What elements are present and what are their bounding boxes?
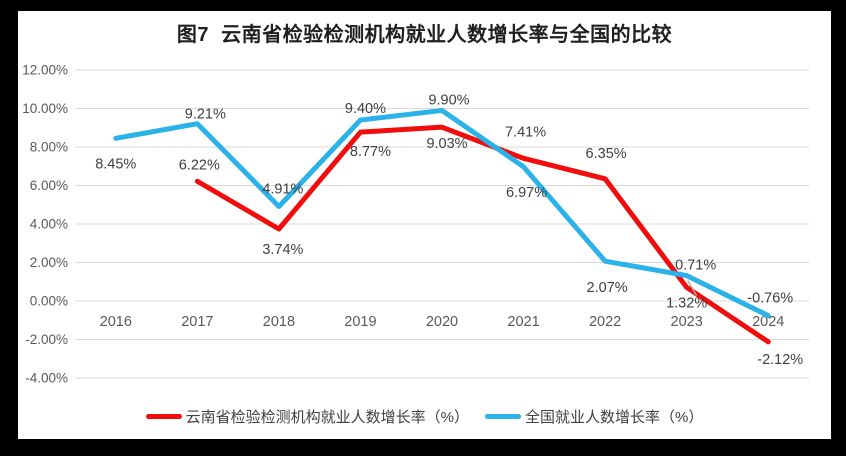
data-label: 8.45%	[95, 156, 136, 172]
data-label: 9.90%	[428, 92, 469, 108]
y-axis-tick-label: 0.00%	[30, 294, 68, 309]
y-axis-tick-label: 12.00%	[22, 63, 68, 78]
data-label: 0.71%	[675, 257, 716, 273]
national-growth-line	[113, 107, 771, 319]
x-axis-label: 2017	[181, 314, 213, 330]
x-axis-label: 2020	[426, 314, 458, 330]
y-axis-tick-label: 8.00%	[30, 140, 68, 155]
legend-label-national: 全国就业人数增长率（%）	[525, 409, 704, 426]
data-label: 2.07%	[587, 280, 628, 296]
y-axis-tick-label: -4.00%	[25, 371, 68, 386]
x-axis-label: 2022	[589, 314, 621, 330]
x-axis-label: 2019	[344, 314, 376, 330]
y-axis-tick-label: 2.00%	[30, 255, 68, 270]
y-axis-tick-label: -2.00%	[25, 332, 68, 347]
legend-label-yunnan: 云南省检验检测机构就业人数增长率（%）	[185, 409, 469, 426]
data-label: 1.32%	[666, 296, 707, 312]
x-axis-label: 2021	[507, 314, 539, 330]
data-label: 9.21%	[185, 107, 226, 123]
data-label: 9.40%	[345, 101, 386, 117]
chart-title: 图7 云南省检验检测机构就业人数增长率与全国的比较	[176, 24, 673, 46]
y-axis-tick-label: 4.00%	[30, 217, 68, 232]
legend-item-yunnan: 云南省检验检测机构就业人数增长率（%）	[145, 406, 469, 427]
data-label: -2.12%	[757, 352, 803, 368]
x-axis-label: 2023	[671, 314, 703, 330]
data-label: 4.91%	[262, 181, 303, 197]
y-axis-tick-label: 6.00%	[30, 178, 68, 193]
legend-line-sample-yunnan	[145, 414, 182, 419]
legend-line-sample-national	[485, 414, 521, 419]
data-label: 6.22%	[179, 157, 220, 173]
data-label: -0.76%	[747, 291, 793, 307]
yunnan-institutions-growth-line	[194, 124, 771, 345]
line-chart: 12.00% 10.00% 8.00% 6.00% 4.00% 2.00% 0.00% -2.…	[22, 63, 809, 386]
x-axis-label: 2024	[752, 314, 784, 330]
data-label: 9.03%	[426, 136, 467, 152]
data-label: 6.35%	[586, 146, 627, 162]
data-label: 6.97%	[506, 185, 547, 201]
x-axis-label: 2016	[100, 314, 132, 330]
legend-item-national: 全国就业人数增长率（%）	[485, 406, 703, 427]
chart-legend: 云南省检验检测机构就业人数增长率（%） 全国就业人数增长率（%）	[18, 406, 831, 427]
data-label: 7.41%	[505, 124, 546, 140]
data-label: 8.77%	[350, 144, 391, 160]
x-axis-label: 2018	[263, 314, 295, 330]
data-label-leader-line	[687, 280, 698, 296]
chart-canvas: 图7 云南省检验检测机构就业人数增长率与全国的比较 12.00% 10.00% 8.…	[18, 11, 831, 439]
y-axis-tick-label: 10.00%	[22, 101, 68, 116]
data-label: 3.74%	[262, 242, 303, 258]
